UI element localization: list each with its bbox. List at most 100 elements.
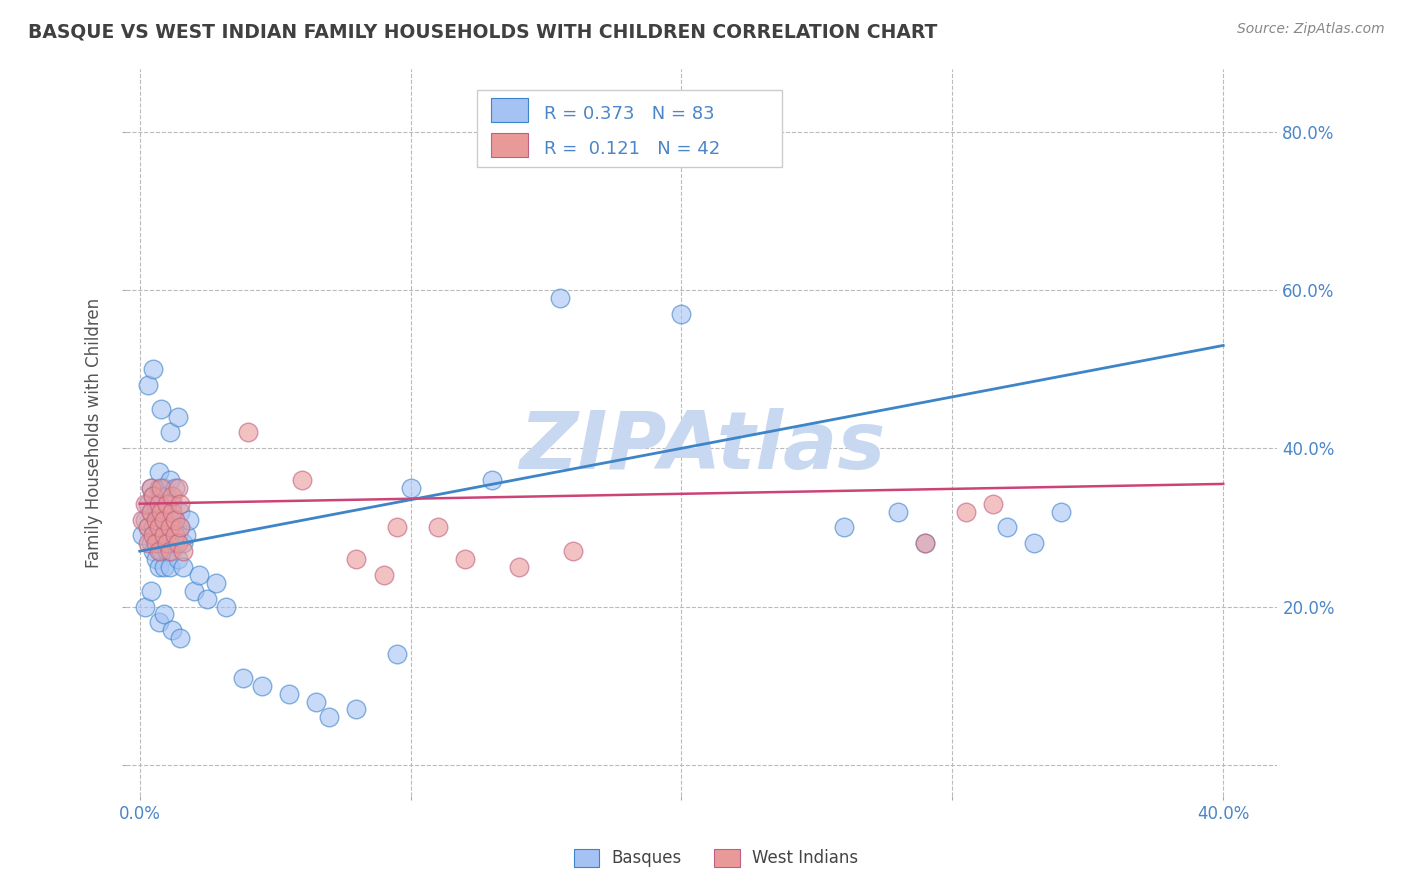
Point xyxy=(148,560,170,574)
Point xyxy=(150,520,173,534)
Point xyxy=(145,505,167,519)
Point xyxy=(1022,536,1045,550)
Point xyxy=(887,505,910,519)
Point xyxy=(232,671,254,685)
Point xyxy=(277,687,299,701)
Point xyxy=(148,520,170,534)
Point xyxy=(204,575,226,590)
Point xyxy=(177,512,200,526)
Point xyxy=(188,568,211,582)
Point xyxy=(346,552,368,566)
Text: R =  0.121   N = 42: R = 0.121 N = 42 xyxy=(544,140,720,158)
Point xyxy=(172,560,194,574)
Text: BASQUE VS WEST INDIAN FAMILY HOUSEHOLDS WITH CHILDREN CORRELATION CHART: BASQUE VS WEST INDIAN FAMILY HOUSEHOLDS … xyxy=(28,22,938,41)
Point xyxy=(148,497,170,511)
Point xyxy=(162,528,184,542)
Point xyxy=(148,544,170,558)
Point xyxy=(346,702,368,716)
Point xyxy=(139,505,162,519)
FancyBboxPatch shape xyxy=(477,90,782,167)
Point xyxy=(166,552,188,566)
Point xyxy=(169,505,191,519)
Point xyxy=(136,520,159,534)
Point xyxy=(215,599,238,614)
Point xyxy=(169,520,191,534)
Point xyxy=(163,528,186,542)
Point xyxy=(131,528,153,542)
Point xyxy=(156,544,179,558)
Text: Source: ZipAtlas.com: Source: ZipAtlas.com xyxy=(1237,22,1385,37)
Point xyxy=(162,505,184,519)
Point xyxy=(169,520,191,534)
Point xyxy=(373,568,395,582)
Point xyxy=(162,544,184,558)
Bar xyxy=(574,849,599,867)
Point xyxy=(134,497,156,511)
Point xyxy=(142,489,165,503)
Point xyxy=(156,489,179,503)
Point xyxy=(481,473,503,487)
Point xyxy=(995,520,1018,534)
Bar xyxy=(714,849,740,867)
Point xyxy=(159,512,181,526)
Point xyxy=(150,489,173,503)
Point xyxy=(134,599,156,614)
Point xyxy=(153,536,176,550)
Point xyxy=(136,497,159,511)
Point xyxy=(163,512,186,526)
Point xyxy=(832,520,855,534)
Point xyxy=(150,505,173,519)
Point xyxy=(981,497,1004,511)
Bar xyxy=(491,98,529,121)
Point xyxy=(139,583,162,598)
Point xyxy=(159,544,181,558)
Point xyxy=(134,512,156,526)
Point xyxy=(148,481,170,495)
Point xyxy=(156,520,179,534)
Point xyxy=(150,544,173,558)
Point xyxy=(150,528,173,542)
Point xyxy=(148,615,170,630)
Point xyxy=(139,536,162,550)
Point xyxy=(153,512,176,526)
Point xyxy=(172,544,194,558)
Text: ZIPAtlas: ZIPAtlas xyxy=(519,408,884,486)
Point xyxy=(166,409,188,424)
Point xyxy=(139,505,162,519)
Point xyxy=(955,505,977,519)
Point xyxy=(305,694,328,708)
Point xyxy=(153,528,176,542)
Point xyxy=(145,512,167,526)
Point xyxy=(1049,505,1071,519)
Point xyxy=(162,624,184,638)
Point xyxy=(142,528,165,542)
Point xyxy=(399,481,422,495)
Point xyxy=(236,425,259,440)
Point xyxy=(318,710,340,724)
Point xyxy=(671,307,693,321)
Point xyxy=(156,536,179,550)
Point xyxy=(139,481,162,495)
Point xyxy=(142,489,165,503)
Point xyxy=(914,536,936,550)
Point xyxy=(139,481,162,495)
Point xyxy=(148,512,170,526)
Point xyxy=(136,520,159,534)
Point xyxy=(562,544,585,558)
Point xyxy=(174,528,197,542)
Point xyxy=(142,520,165,534)
Point xyxy=(291,473,314,487)
Text: R = 0.373   N = 83: R = 0.373 N = 83 xyxy=(544,104,714,123)
Point xyxy=(385,520,408,534)
Point xyxy=(136,536,159,550)
Point xyxy=(548,291,571,305)
Point xyxy=(172,536,194,550)
Point xyxy=(162,497,184,511)
Point xyxy=(153,607,176,622)
Point xyxy=(385,647,408,661)
Point xyxy=(250,679,273,693)
Point xyxy=(166,536,188,550)
Point xyxy=(148,536,170,550)
Point xyxy=(145,552,167,566)
Point xyxy=(163,536,186,550)
